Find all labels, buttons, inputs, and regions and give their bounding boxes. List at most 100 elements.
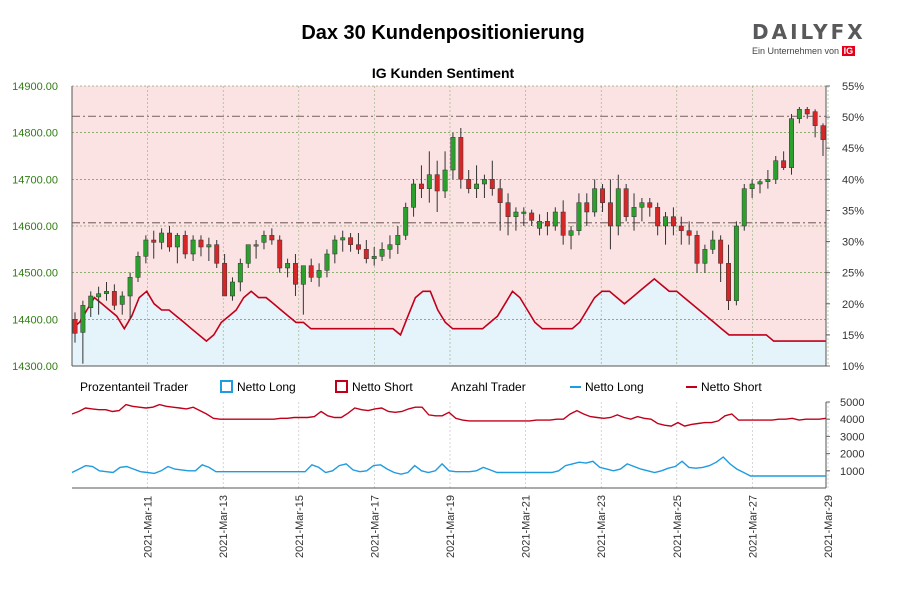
candle-body <box>230 281 235 297</box>
count-short-line <box>71 403 827 427</box>
candle-body <box>474 183 480 189</box>
candle-body <box>340 237 346 241</box>
candle-body <box>670 216 676 227</box>
candle-body <box>363 249 369 259</box>
sentiment-tick-label: 45% <box>842 143 864 155</box>
long-sentiment-area <box>72 278 826 366</box>
legend-long-swatch <box>220 380 233 393</box>
candle-body <box>135 256 141 278</box>
candle-body <box>222 263 228 297</box>
candle-body <box>356 244 361 250</box>
sentiment-tick-label: 10% <box>842 361 864 373</box>
candle-body <box>489 179 495 189</box>
candle-body <box>411 183 417 208</box>
logo-tagline: Ein Unternehmen von IG <box>752 46 872 56</box>
price-tick-label: 14500.00 <box>12 268 58 280</box>
candle-body <box>631 207 637 217</box>
candle-body <box>371 256 377 259</box>
count-tick-label: 2000 <box>840 449 864 461</box>
candle-body <box>379 249 385 257</box>
count-tick-label: 5000 <box>840 397 864 409</box>
price-tick-label: 14600.00 <box>12 221 58 233</box>
legend-short-swatch <box>335 380 348 393</box>
candle-body <box>576 202 582 231</box>
candle-body <box>206 244 212 248</box>
candle-body <box>300 265 306 285</box>
candle-body <box>387 244 393 250</box>
candle-body <box>820 125 826 140</box>
candle-body <box>710 239 716 250</box>
candle-body <box>182 235 188 255</box>
sentiment-tick-label: 15% <box>842 330 864 342</box>
candle-body <box>253 244 259 247</box>
candle-body <box>395 235 401 245</box>
date-tick-label: 2021-Mar-29 <box>823 495 835 558</box>
candle-body <box>143 239 149 257</box>
count-long-line <box>71 456 826 477</box>
candle-body <box>544 221 550 227</box>
price-tick-label: 14400.00 <box>12 314 58 326</box>
count-tick-label: 3000 <box>840 431 864 443</box>
price-tick-label: 14800.00 <box>12 128 58 140</box>
candle-body <box>316 270 322 278</box>
candle-body <box>789 118 794 168</box>
candle-body <box>434 174 440 192</box>
candle-body <box>537 221 542 229</box>
chart-title: Dax 30 Kundenpositionierung <box>301 22 585 44</box>
candle-body <box>277 239 283 269</box>
candle-body <box>261 235 267 243</box>
main-plot: 14300.00 14400.00 14500.00 14600.00 14700.00… <box>12 81 864 558</box>
candle-body <box>269 235 275 241</box>
candle-body <box>88 295 94 308</box>
candle-body <box>757 181 763 185</box>
candle-body <box>529 212 535 221</box>
candle-body <box>481 179 487 185</box>
candle-body <box>332 239 338 255</box>
legend-count-short-swatch <box>686 386 697 388</box>
legend-count-title: Anzahl Trader <box>451 380 526 394</box>
candle-body <box>426 174 432 189</box>
legend-short-label: Netto Short <box>352 380 413 394</box>
sentiment-tick-label: 50% <box>842 112 864 124</box>
candle-body <box>505 202 511 217</box>
date-tick-label: 2021-Mar-17 <box>369 495 381 558</box>
candle-body <box>159 232 165 243</box>
sentiment-tick-label: 30% <box>842 237 864 249</box>
candle-body <box>678 225 684 231</box>
date-tick-label: 2021-Mar-15 <box>294 495 306 558</box>
candle-body <box>615 188 621 227</box>
candle-body <box>647 202 653 208</box>
candle-body <box>749 183 755 189</box>
candle-body <box>119 295 125 305</box>
candle-body <box>804 109 810 115</box>
candle-body <box>127 277 133 297</box>
candle-body <box>521 211 527 214</box>
candle-body <box>592 188 598 213</box>
legend-count-long: Netto Long <box>570 380 644 396</box>
candle-body <box>726 263 731 301</box>
candle-body <box>741 188 747 227</box>
candle-body <box>552 211 558 227</box>
candle-body <box>796 109 802 119</box>
candle-body <box>450 137 456 171</box>
candle-body <box>348 237 354 245</box>
candle-body <box>773 160 779 180</box>
chart-subtitle: IG Kunden Sentiment <box>371 65 515 81</box>
candle-body <box>237 263 243 283</box>
candle-body <box>623 188 629 217</box>
candle-body <box>497 188 503 203</box>
legend-count-long-label: Netto Long <box>585 380 644 394</box>
candle-body <box>72 319 78 334</box>
dailyfx-logo: DAILYFX Ein Unternehmen von IG <box>752 22 872 56</box>
candle-body <box>293 263 298 285</box>
ig-brand-mark: IG <box>841 46 856 56</box>
candle-body <box>96 293 102 298</box>
short-sentiment-line <box>71 277 826 343</box>
candle-body <box>686 230 692 236</box>
candle-body <box>104 291 109 294</box>
candle-body <box>198 239 204 248</box>
candle-body <box>513 211 519 217</box>
sentiment-tick-label: 25% <box>842 268 864 280</box>
candle-body <box>560 211 566 236</box>
